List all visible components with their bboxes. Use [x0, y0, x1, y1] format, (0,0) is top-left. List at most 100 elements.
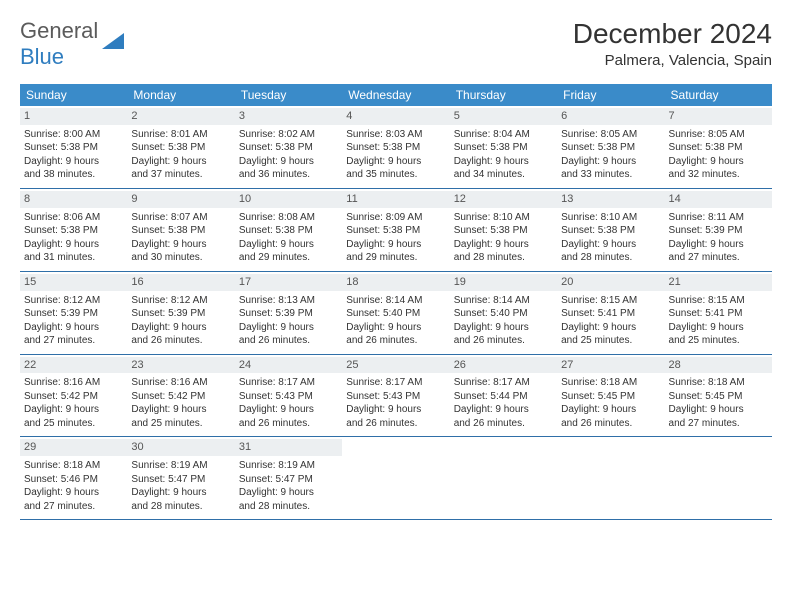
sunset-line: Sunset: 5:38 PM — [561, 141, 660, 155]
daylight-line-2: and 28 minutes. — [454, 251, 553, 265]
sunset-line: Sunset: 5:38 PM — [24, 141, 123, 155]
day-number: 28 — [665, 357, 772, 374]
day-cell: 7Sunrise: 8:05 AMSunset: 5:38 PMDaylight… — [665, 106, 772, 188]
logo: General Blue — [20, 18, 128, 70]
month-title: December 2024 — [573, 18, 772, 50]
sunset-line: Sunset: 5:43 PM — [346, 390, 445, 404]
sunrise-line: Sunrise: 8:00 AM — [24, 128, 123, 142]
sunset-line: Sunset: 5:38 PM — [24, 224, 123, 238]
sunset-line: Sunset: 5:39 PM — [239, 307, 338, 321]
daylight-line-1: Daylight: 9 hours — [24, 238, 123, 252]
day-cell: 6Sunrise: 8:05 AMSunset: 5:38 PMDaylight… — [557, 106, 664, 188]
sunset-line: Sunset: 5:38 PM — [669, 141, 768, 155]
sunset-line: Sunset: 5:38 PM — [454, 141, 553, 155]
daylight-line-2: and 38 minutes. — [24, 168, 123, 182]
daylight-line-1: Daylight: 9 hours — [454, 321, 553, 335]
daylight-line-2: and 25 minutes. — [131, 417, 230, 431]
day-cell: 22Sunrise: 8:16 AMSunset: 5:42 PMDayligh… — [20, 355, 127, 437]
daylight-line-2: and 26 minutes. — [239, 417, 338, 431]
sunset-line: Sunset: 5:39 PM — [24, 307, 123, 321]
sunset-line: Sunset: 5:44 PM — [454, 390, 553, 404]
weekday-header: Sunday — [20, 84, 127, 106]
sunrise-line: Sunrise: 8:04 AM — [454, 128, 553, 142]
sunrise-line: Sunrise: 8:12 AM — [24, 294, 123, 308]
daylight-line-1: Daylight: 9 hours — [561, 403, 660, 417]
daylight-line-2: and 28 minutes. — [239, 500, 338, 514]
daylight-line-2: and 27 minutes. — [669, 251, 768, 265]
day-cell: 1Sunrise: 8:00 AMSunset: 5:38 PMDaylight… — [20, 106, 127, 188]
day-number: 10 — [235, 191, 342, 208]
daylight-line-1: Daylight: 9 hours — [454, 155, 553, 169]
daylight-line-1: Daylight: 9 hours — [669, 403, 768, 417]
daylight-line-2: and 30 minutes. — [131, 251, 230, 265]
day-number: 6 — [557, 108, 664, 125]
daylight-line-2: and 26 minutes. — [239, 334, 338, 348]
daylight-line-1: Daylight: 9 hours — [131, 238, 230, 252]
day-number: 12 — [450, 191, 557, 208]
day-number: 14 — [665, 191, 772, 208]
logo-word-1: General — [20, 18, 98, 43]
sunrise-line: Sunrise: 8:06 AM — [24, 211, 123, 225]
day-cell — [342, 437, 449, 519]
sunrise-line: Sunrise: 8:08 AM — [239, 211, 338, 225]
sunrise-line: Sunrise: 8:15 AM — [669, 294, 768, 308]
day-number: 16 — [127, 274, 234, 291]
sunset-line: Sunset: 5:41 PM — [669, 307, 768, 321]
daylight-line-2: and 25 minutes. — [24, 417, 123, 431]
sunrise-line: Sunrise: 8:12 AM — [131, 294, 230, 308]
day-cell: 17Sunrise: 8:13 AMSunset: 5:39 PMDayligh… — [235, 272, 342, 354]
day-cell: 16Sunrise: 8:12 AMSunset: 5:39 PMDayligh… — [127, 272, 234, 354]
day-number: 2 — [127, 108, 234, 125]
daylight-line-2: and 35 minutes. — [346, 168, 445, 182]
week-row: 22Sunrise: 8:16 AMSunset: 5:42 PMDayligh… — [20, 355, 772, 438]
sunset-line: Sunset: 5:45 PM — [669, 390, 768, 404]
sunrise-line: Sunrise: 8:05 AM — [561, 128, 660, 142]
weekday-header: Friday — [557, 84, 664, 106]
sunrise-line: Sunrise: 8:18 AM — [561, 376, 660, 390]
day-cell: 28Sunrise: 8:18 AMSunset: 5:45 PMDayligh… — [665, 355, 772, 437]
sunset-line: Sunset: 5:39 PM — [669, 224, 768, 238]
daylight-line-1: Daylight: 9 hours — [561, 238, 660, 252]
weekday-header: Thursday — [450, 84, 557, 106]
daylight-line-2: and 27 minutes. — [24, 500, 123, 514]
sunset-line: Sunset: 5:41 PM — [561, 307, 660, 321]
week-row: 15Sunrise: 8:12 AMSunset: 5:39 PMDayligh… — [20, 272, 772, 355]
day-cell: 27Sunrise: 8:18 AMSunset: 5:45 PMDayligh… — [557, 355, 664, 437]
sunset-line: Sunset: 5:38 PM — [131, 141, 230, 155]
daylight-line-1: Daylight: 9 hours — [669, 238, 768, 252]
day-cell: 26Sunrise: 8:17 AMSunset: 5:44 PMDayligh… — [450, 355, 557, 437]
sunset-line: Sunset: 5:46 PM — [24, 473, 123, 487]
day-cell: 18Sunrise: 8:14 AMSunset: 5:40 PMDayligh… — [342, 272, 449, 354]
daylight-line-1: Daylight: 9 hours — [454, 403, 553, 417]
day-cell: 23Sunrise: 8:16 AMSunset: 5:42 PMDayligh… — [127, 355, 234, 437]
day-number: 25 — [342, 357, 449, 374]
daylight-line-1: Daylight: 9 hours — [239, 321, 338, 335]
day-cell: 5Sunrise: 8:04 AMSunset: 5:38 PMDaylight… — [450, 106, 557, 188]
week-row: 1Sunrise: 8:00 AMSunset: 5:38 PMDaylight… — [20, 106, 772, 189]
daylight-line-1: Daylight: 9 hours — [346, 403, 445, 417]
day-number: 4 — [342, 108, 449, 125]
sunset-line: Sunset: 5:38 PM — [131, 224, 230, 238]
sunset-line: Sunset: 5:38 PM — [454, 224, 553, 238]
daylight-line-1: Daylight: 9 hours — [24, 403, 123, 417]
day-number: 20 — [557, 274, 664, 291]
weekday-header: Saturday — [665, 84, 772, 106]
day-number: 21 — [665, 274, 772, 291]
daylight-line-1: Daylight: 9 hours — [24, 486, 123, 500]
day-cell: 3Sunrise: 8:02 AMSunset: 5:38 PMDaylight… — [235, 106, 342, 188]
day-cell: 13Sunrise: 8:10 AMSunset: 5:38 PMDayligh… — [557, 189, 664, 271]
sunset-line: Sunset: 5:39 PM — [131, 307, 230, 321]
daylight-line-2: and 34 minutes. — [454, 168, 553, 182]
sunrise-line: Sunrise: 8:19 AM — [239, 459, 338, 473]
sunrise-line: Sunrise: 8:10 AM — [561, 211, 660, 225]
daylight-line-1: Daylight: 9 hours — [131, 486, 230, 500]
daylight-line-1: Daylight: 9 hours — [131, 403, 230, 417]
day-number: 18 — [342, 274, 449, 291]
day-number: 24 — [235, 357, 342, 374]
weekday-header-row: Sunday Monday Tuesday Wednesday Thursday… — [20, 84, 772, 106]
sunrise-line: Sunrise: 8:16 AM — [24, 376, 123, 390]
daylight-line-2: and 33 minutes. — [561, 168, 660, 182]
day-cell: 10Sunrise: 8:08 AMSunset: 5:38 PMDayligh… — [235, 189, 342, 271]
day-number: 23 — [127, 357, 234, 374]
day-number: 8 — [20, 191, 127, 208]
